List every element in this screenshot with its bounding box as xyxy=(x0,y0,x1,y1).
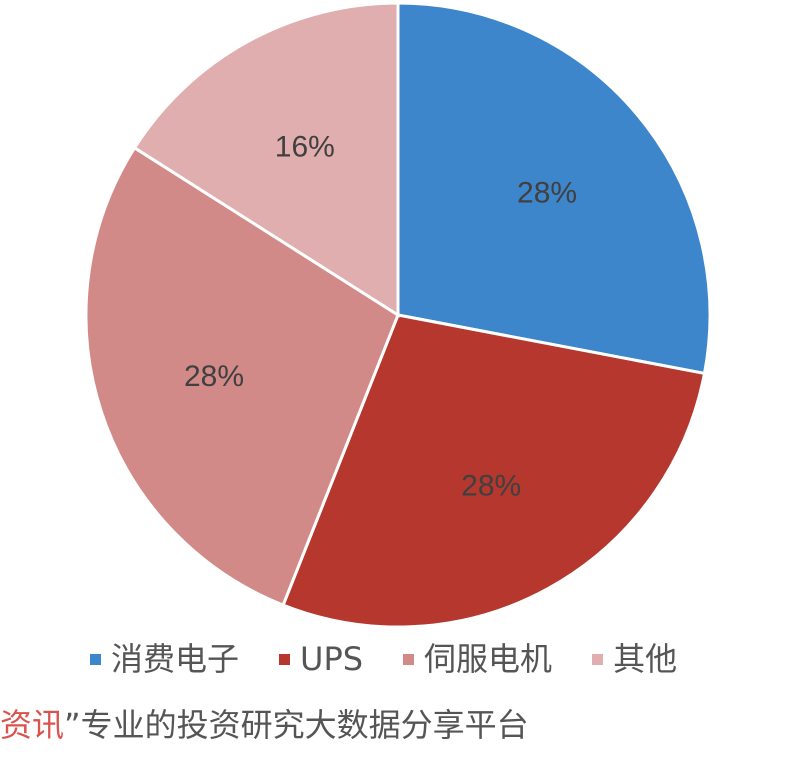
watermark: 资讯”专业的投资研究大数据分享平台 xyxy=(0,706,529,744)
legend-item: 伺服电机 xyxy=(403,640,552,678)
legend-item: UPS xyxy=(279,640,363,678)
pie-slice-2 xyxy=(281,313,707,629)
pie-slice-3 xyxy=(84,145,400,608)
legend-swatch xyxy=(592,653,604,665)
watermark-text: ”专业的投资研究大数据分享平台 xyxy=(64,706,529,744)
legend-item: 其他 xyxy=(592,640,677,678)
data-label: 28% xyxy=(517,177,577,210)
pie-chart: 28% 28% 28% 16% xyxy=(84,1,712,629)
watermark-highlight: 资讯 xyxy=(0,706,65,744)
legend-label: 伺服电机 xyxy=(424,640,553,678)
data-label: 28% xyxy=(184,360,244,393)
legend-label: UPS xyxy=(300,640,364,678)
legend-label: 其他 xyxy=(613,640,678,678)
pie-slice-1 xyxy=(396,1,712,376)
legend-swatch xyxy=(403,653,415,665)
data-label: 16% xyxy=(275,130,335,163)
legend-label: 消费电子 xyxy=(111,640,240,678)
data-label: 28% xyxy=(461,470,521,503)
legend: 消费电子 UPS 伺服电机 其他 xyxy=(90,640,717,678)
pie-slice-4 xyxy=(132,1,400,318)
legend-swatch xyxy=(90,653,101,665)
legend-swatch xyxy=(279,653,291,665)
legend-item: 消费电子 xyxy=(90,640,239,678)
